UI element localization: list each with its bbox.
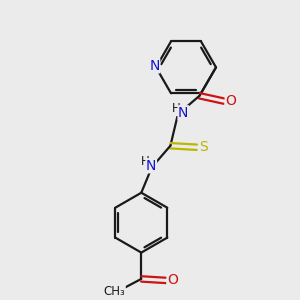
Text: H: H bbox=[172, 102, 181, 116]
Text: S: S bbox=[199, 140, 208, 154]
Text: O: O bbox=[225, 94, 236, 108]
Text: CH₃: CH₃ bbox=[103, 285, 125, 298]
Text: N: N bbox=[178, 106, 188, 120]
Text: N: N bbox=[149, 59, 160, 73]
Text: H: H bbox=[141, 155, 150, 168]
Text: O: O bbox=[167, 273, 178, 287]
Text: N: N bbox=[146, 159, 156, 173]
